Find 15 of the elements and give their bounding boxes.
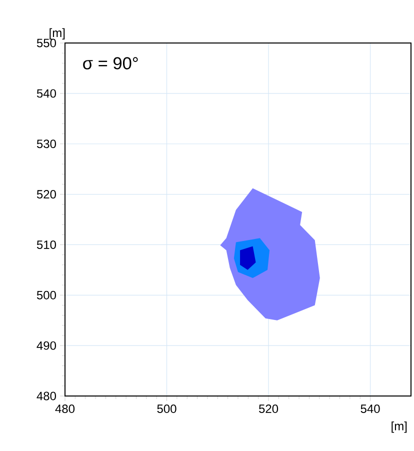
x-tick-label: 500 — [157, 404, 176, 414]
y-tick-label: 500 — [36, 290, 56, 300]
y-tick-label: 530 — [36, 140, 56, 148]
y-tick-label: 550 — [36, 38, 56, 48]
x-tick-label: 520 — [259, 404, 278, 414]
y-tick-label: 520 — [36, 190, 56, 199]
y-tick-label: 480 — [36, 392, 56, 400]
annotation: σ = 90° — [83, 57, 138, 70]
y-tick-label: 540 — [36, 89, 56, 98]
x-axis-title: [m] — [392, 422, 407, 433]
y-axis-title: [m] — [50, 28, 65, 40]
x-tick-label: 480 — [55, 404, 75, 414]
y-tick-label: 490 — [36, 341, 56, 350]
y-tick-label: 510 — [36, 240, 56, 249]
x-tick-label: 540 — [360, 404, 380, 414]
